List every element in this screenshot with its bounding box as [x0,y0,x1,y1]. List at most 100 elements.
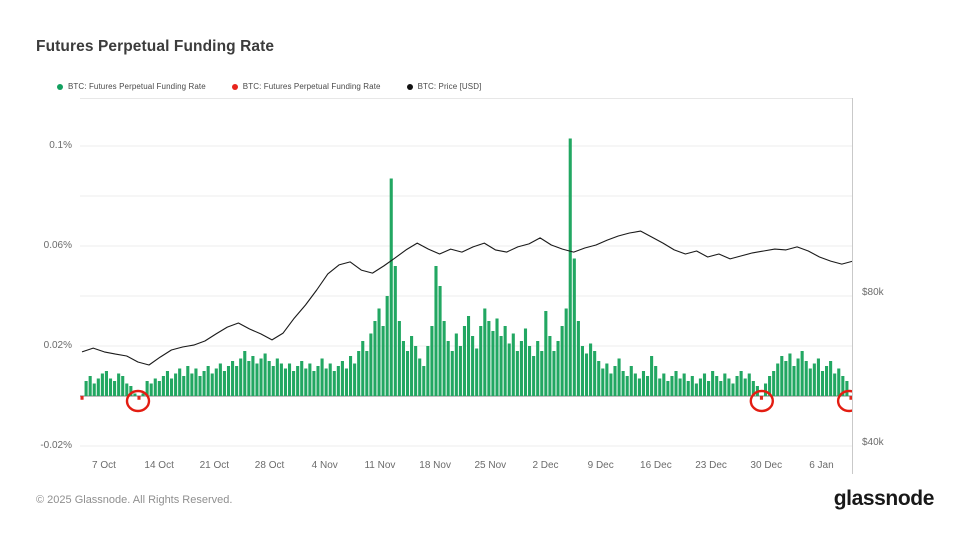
funding-bar [300,361,304,396]
funding-bar [605,363,609,396]
funding-bar [255,363,259,396]
funding-bar [841,376,845,396]
chart-plot[interactable] [80,98,853,455]
funding-bar [792,366,796,396]
funding-bar [580,346,584,396]
funding-bar [625,376,629,396]
funding-bar [654,366,658,396]
funding-bar [178,368,182,396]
funding-bar [532,356,536,396]
funding-bar [161,376,165,396]
x-axis-label: 2 Dec [532,460,559,471]
copyright-text: © 2025 Glassnode. All Rights Reserved. [36,494,233,506]
x-axis-label: 23 Dec [695,460,727,471]
plot-right-border [852,98,853,474]
y-axis-label-left: 0.06% [43,240,72,251]
legend-item-price[interactable]: BTC: Price [USD] [406,82,482,91]
funding-bar [601,368,605,396]
funding-bar [816,358,820,396]
funding-bar [397,321,401,396]
funding-bar [609,373,613,396]
x-axis-label: 7 Oct [92,460,116,471]
legend-label: BTC: Price [USD] [417,82,482,91]
funding-bar [235,366,239,396]
funding-bar [572,258,576,396]
x-axis-label: 9 Dec [587,460,614,471]
chart-legend: BTC: Futures Perpetual Funding Rate BTC:… [57,82,481,91]
funding-bar [511,333,515,396]
x-axis-label: 30 Dec [750,460,783,471]
funding-bar [788,353,792,396]
funding-bar [528,346,532,396]
funding-bar [153,378,157,396]
funding-bar [369,333,373,396]
funding-bar [381,326,385,396]
funding-bar [499,336,503,396]
funding-bar [519,341,523,396]
funding-bar [149,383,153,396]
funding-bar [698,378,702,396]
funding-bar [584,353,589,396]
funding-bar [820,371,825,396]
x-axis-label: 28 Oct [254,460,285,471]
funding-bar [92,383,96,396]
funding-bar [690,376,694,396]
funding-bar [292,371,296,396]
funding-bar [702,373,707,396]
funding-bar [357,351,361,396]
funding-bar [466,316,471,396]
funding-bar [186,366,190,396]
funding-bar [389,178,393,396]
funding-bar [349,356,353,396]
funding-bar [279,363,283,396]
funding-bar [780,356,784,396]
y-axis-label-left: -0.02% [40,440,72,451]
funding-bar [373,321,377,396]
funding-bar [320,358,324,396]
funding-bar [662,373,666,396]
funding-bar [731,383,735,396]
funding-bar [385,296,389,396]
funding-bar [174,373,178,396]
funding-bar [552,351,556,396]
funding-bar [768,376,772,396]
funding-bar [312,371,316,396]
funding-bar [405,351,410,396]
funding-bar [426,346,430,396]
x-axis-label: 16 Dec [640,460,672,471]
funding-bar [507,343,511,396]
legend-label: BTC: Futures Perpetual Funding Rate [68,82,206,91]
funding-bar [723,373,727,396]
funding-bar [812,363,816,396]
funding-bar [564,308,568,396]
funding-bar [214,368,218,396]
legend-item-funding-negative[interactable]: BTC: Futures Perpetual Funding Rate [231,82,381,91]
funding-bar [133,393,137,396]
funding-bar [808,368,812,396]
funding-bar [446,341,450,396]
funding-bar [711,371,715,396]
funding-bar [271,366,275,396]
funding-bar [747,373,751,396]
legend-label: BTC: Futures Perpetual Funding Rate [242,82,381,91]
funding-bar [568,138,572,396]
funding-bar [645,376,650,396]
y-axis-label-right: $40k [862,437,884,448]
funding-bar [837,368,841,396]
funding-bar [218,363,222,396]
x-axis-label: 11 Nov [364,460,396,471]
funding-bar [719,381,723,396]
funding-bar [332,371,336,396]
funding-bar [239,358,243,396]
funding-bar [194,368,198,396]
legend-item-funding-positive[interactable]: BTC: Futures Perpetual Funding Rate [57,82,206,91]
x-axis-label: 6 Jan [809,460,834,471]
funding-bar [629,366,633,396]
funding-bar [438,286,442,396]
funding-bar [434,266,438,396]
funding-bar [491,331,495,396]
funding-bar [157,381,161,396]
funding-bar [617,358,621,396]
funding-bar [589,343,593,396]
funding-bar [800,351,804,396]
